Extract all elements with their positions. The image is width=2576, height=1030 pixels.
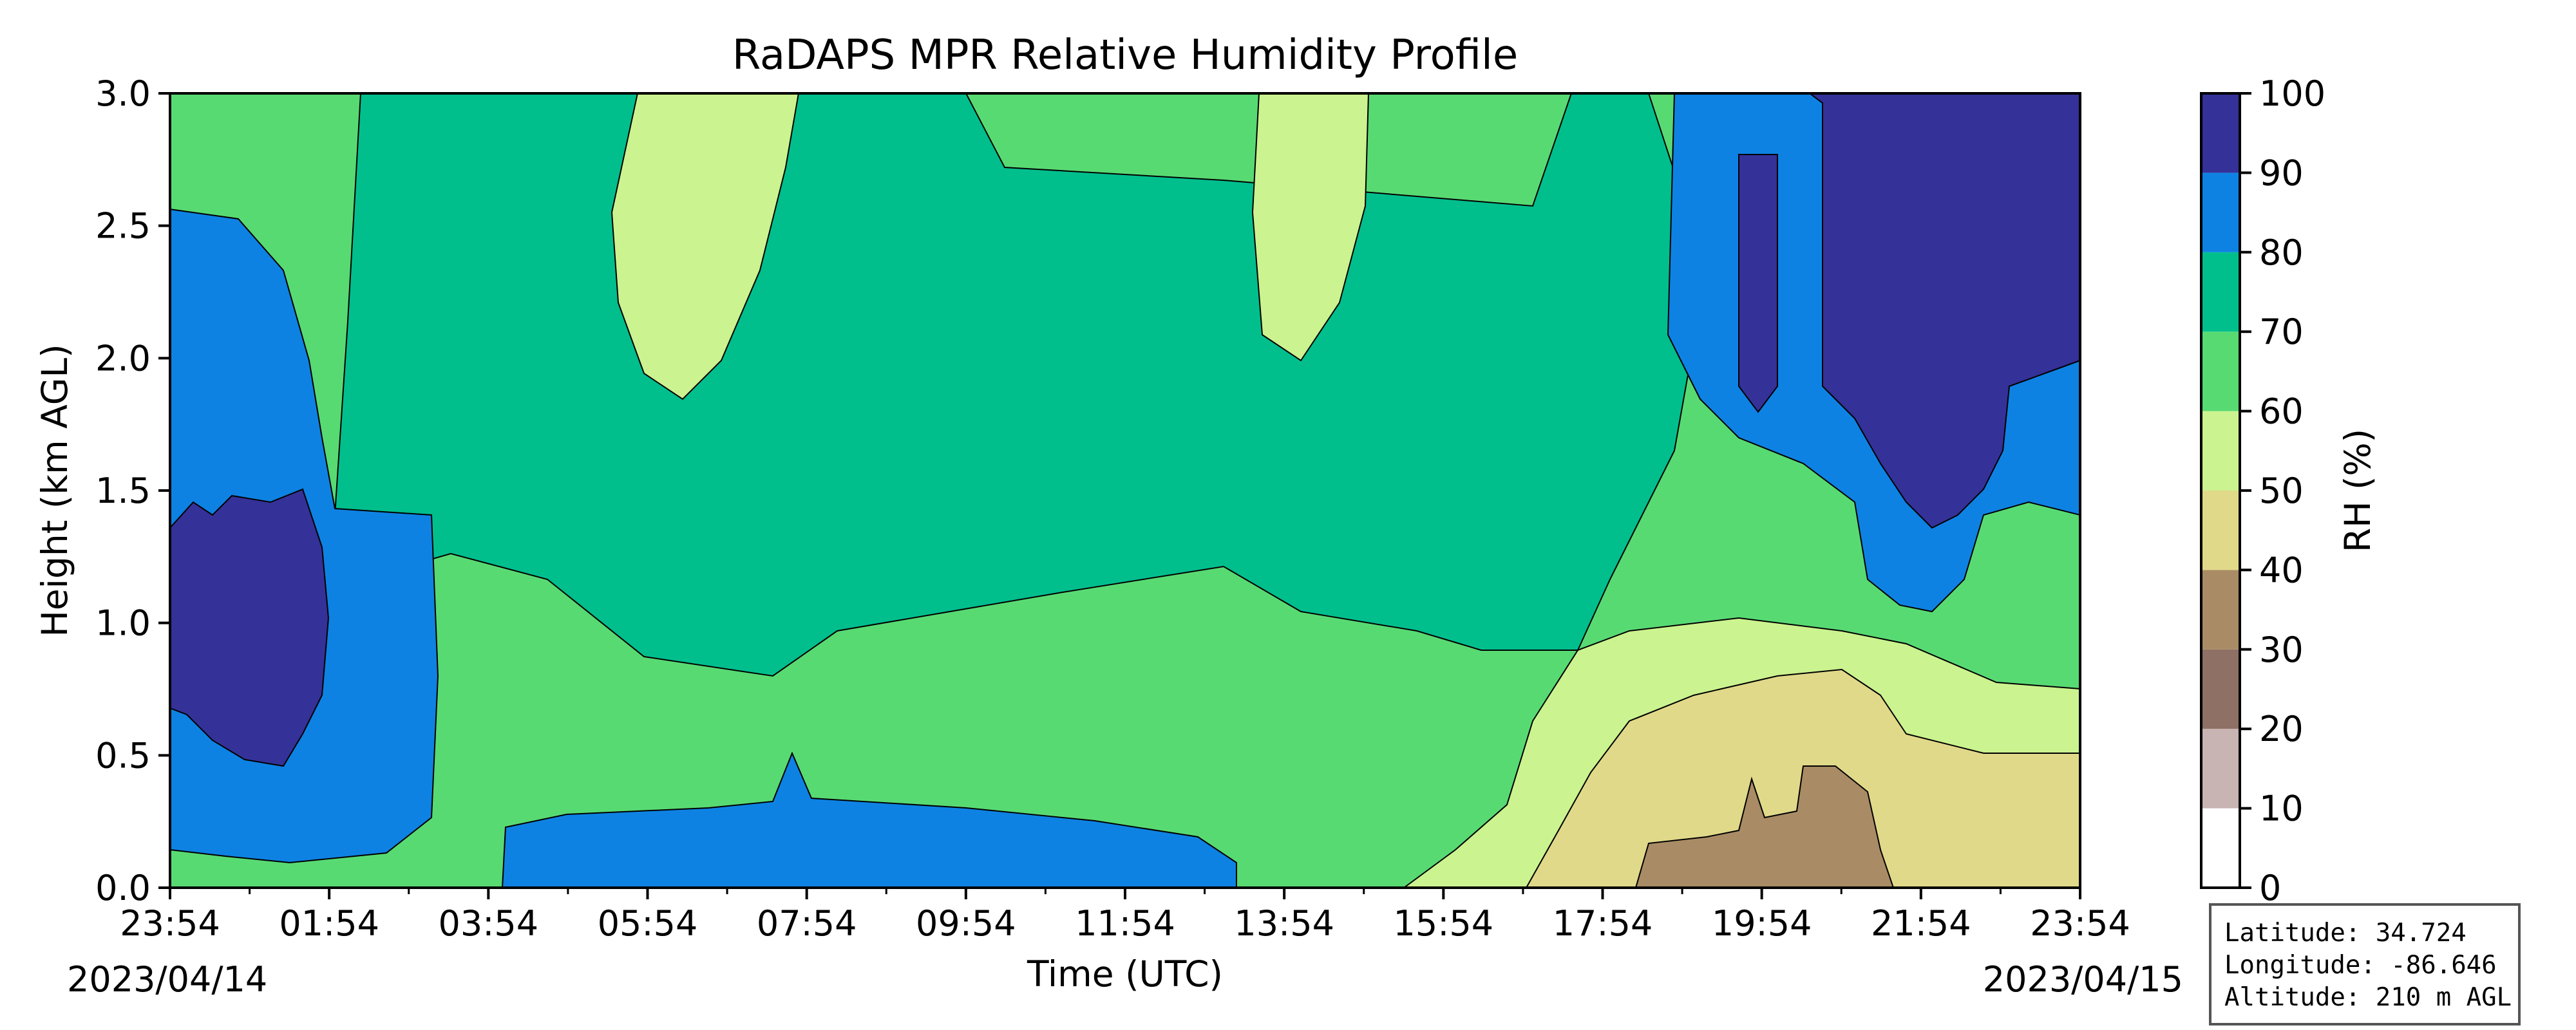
altitude-text: Altitude: 210 m AGL <box>2224 983 2512 1012</box>
x-tick-label: 09:54 <box>916 903 1016 944</box>
colorbar-tick-label: 30 <box>2259 630 2304 670</box>
colorbar-tick-label: 40 <box>2259 550 2304 590</box>
station-info-box: Latitude: 34.724 Longitude: -86.646 Alti… <box>2209 903 2521 1025</box>
x-tick-label: 21:54 <box>1871 903 1971 944</box>
x-tick-label: 15:54 <box>1394 903 1494 944</box>
colorbar-tick-label: 60 <box>2259 391 2304 432</box>
chart-title: RaDAPS MPR Relative Humidity Profile <box>732 32 1518 79</box>
x-tick-label: 23:54 <box>120 903 220 944</box>
colorbar-tick-label: 70 <box>2259 312 2304 352</box>
colorbar-band-50 <box>2201 411 2240 491</box>
x-tick-label: 13:54 <box>1234 903 1334 944</box>
region-rh-30-40-surface <box>1634 765 1895 888</box>
colorbar-frame <box>2200 92 2241 889</box>
colorbar-band-80 <box>2201 173 2240 252</box>
longitude-text: Longitude: -86.646 <box>2224 951 2497 980</box>
x-axis-ticks: 23:54 01:54 03:54 05:54 07:54 09:54 11:54 13:54… <box>120 888 2130 944</box>
y-tick-label: 2.5 <box>95 206 151 247</box>
y-tick-label: 2.0 <box>95 338 151 379</box>
end-date-label: 2023/04/15 <box>1983 959 2183 1000</box>
y-tick-label: 3.0 <box>95 73 151 114</box>
colorbar-tick-label: 10 <box>2259 789 2304 829</box>
region-rh-90-100-early <box>170 488 330 767</box>
y-tick-label: 1.0 <box>95 603 151 644</box>
y-tick-label: 1.5 <box>95 471 151 511</box>
colorbar-band-70 <box>2201 252 2240 332</box>
x-tick-label: 03:54 <box>439 903 539 944</box>
x-tick-label: 01:54 <box>279 903 379 944</box>
y-tick-label: 0.0 <box>95 868 151 908</box>
x-tick-label: 23:54 <box>2030 903 2130 944</box>
colorbar-band-10 <box>2201 729 2240 809</box>
colorbar-tick-label: 80 <box>2259 232 2304 273</box>
colorbar: 0 10 20 30 40 50 60 70 80 90 100 <box>2201 73 2325 908</box>
x-tick-label: 11:54 <box>1075 903 1175 944</box>
colorbar-band-20 <box>2201 649 2240 729</box>
colorbar-band-40 <box>2201 491 2240 570</box>
colorbar-band-0 <box>2201 808 2240 888</box>
region-rh-90-100-evening <box>1739 93 2080 529</box>
start-date-label: 2023/04/14 <box>67 959 267 1000</box>
colorbar-tick-label: 0 <box>2259 868 2281 908</box>
colorbar-band-60 <box>2201 332 2240 411</box>
colorbar-tick-label: 20 <box>2259 709 2304 749</box>
y-axis-label: Height (km AGL) <box>34 344 75 637</box>
colorbar-tick-label: 90 <box>2259 153 2304 193</box>
colorbar-band-30 <box>2201 570 2240 650</box>
colorbar-tick-label: 100 <box>2259 73 2325 114</box>
region-rh-50-60-aloft <box>611 93 800 400</box>
y-tick-label: 0.5 <box>95 735 151 776</box>
region-rh-50-60-afternoon-aloft <box>1251 93 1370 362</box>
latitude-text: Latitude: 34.724 <box>2224 919 2467 948</box>
x-axis-label: Time (UTC) <box>1027 953 1223 995</box>
x-tick-label: 17:54 <box>1553 903 1653 944</box>
plot-area <box>170 93 2080 888</box>
x-tick-label: 05:54 <box>598 903 698 944</box>
colorbar-band-90 <box>2201 93 2240 173</box>
y-axis-ticks: 0.0 0.5 1.0 1.5 2.0 2.5 3.0 <box>95 73 170 908</box>
region-rh-80-90-surface <box>501 751 1237 888</box>
colorbar-label: RH (%) <box>2337 429 2378 552</box>
x-tick-label: 07:54 <box>757 903 857 944</box>
region-rh-90-100-evening-column <box>1738 154 1778 413</box>
colorbar-tick-label: 50 <box>2259 471 2304 511</box>
x-tick-label: 19:54 <box>1712 903 1812 944</box>
